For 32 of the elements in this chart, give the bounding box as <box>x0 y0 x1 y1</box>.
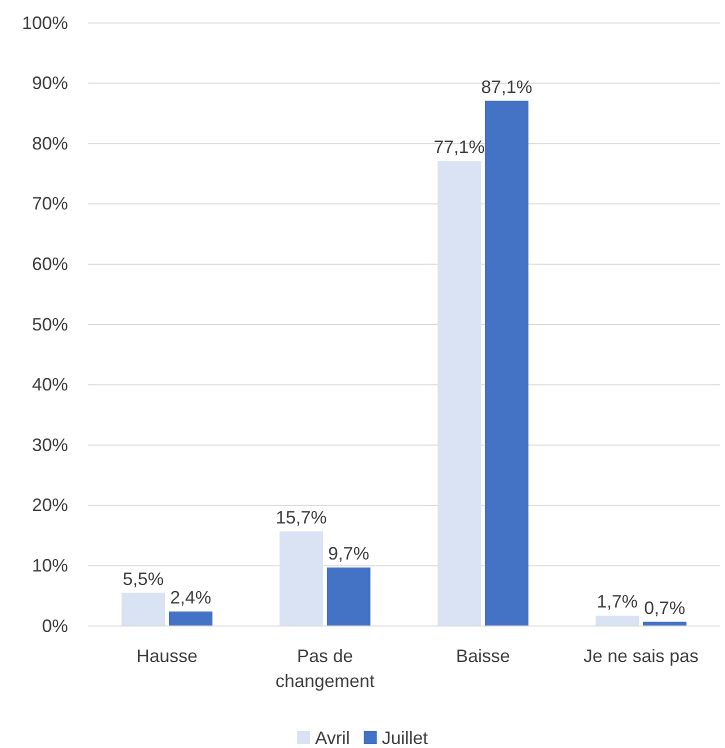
x-tick-label: Hausse <box>136 646 198 666</box>
y-tick-label: 70% <box>32 194 68 214</box>
y-tick-label: 40% <box>32 374 68 395</box>
legend-label: Avril <box>315 728 350 748</box>
y-tick-label: 90% <box>32 73 68 94</box>
y-tick-label: 20% <box>32 495 68 516</box>
y-tick-label: 50% <box>32 314 68 334</box>
bar <box>122 592 165 626</box>
data-label: 5,5% <box>122 568 164 589</box>
bar <box>169 612 212 626</box>
data-label: 77,1% <box>434 137 485 158</box>
bar <box>485 100 528 626</box>
data-label: 1,7% <box>596 592 638 612</box>
data-label: 0,7% <box>644 598 686 618</box>
y-tick-label: 100% <box>22 12 68 33</box>
data-label: 9,7% <box>328 544 370 564</box>
bar <box>596 616 639 626</box>
x-tick-label: Je ne sais pas <box>583 646 699 666</box>
y-tick-label: 60% <box>32 254 68 274</box>
y-tick-label: 80% <box>32 133 68 154</box>
bar <box>327 568 370 626</box>
legend-label: Juillet <box>382 728 428 748</box>
data-label: 2,4% <box>170 588 212 608</box>
data-label: 15,7% <box>276 507 327 528</box>
bar <box>280 531 323 626</box>
x-tick-label: Pas de changement <box>275 646 375 691</box>
y-tick-label: 0% <box>42 616 68 636</box>
y-tick-label: 10% <box>32 555 68 576</box>
y-tick-label: 30% <box>32 434 68 455</box>
bar <box>438 161 481 626</box>
data-label: 87,1% <box>481 76 532 97</box>
x-tick-label: Baisse <box>456 646 510 666</box>
